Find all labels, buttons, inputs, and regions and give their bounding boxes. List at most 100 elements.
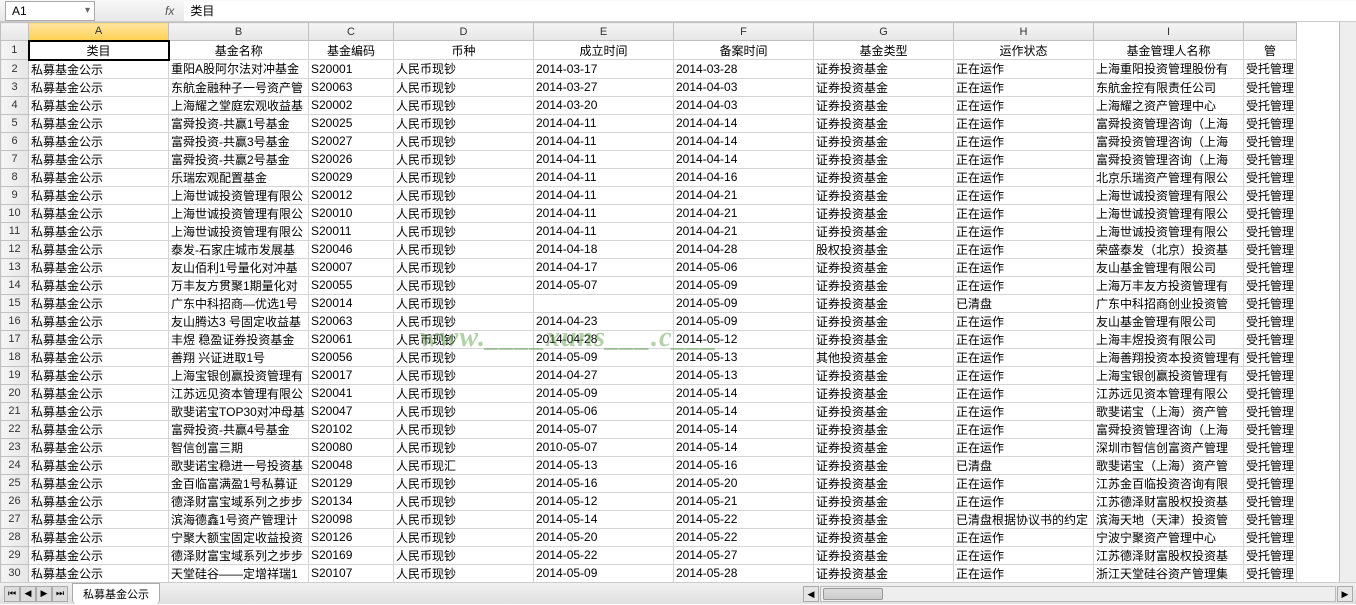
cell[interactable]: 江苏德泽财富股权投资基 — [1094, 546, 1244, 564]
cell[interactable]: S20080 — [309, 438, 394, 456]
row-header-27[interactable]: 27 — [1, 510, 29, 528]
row-header-12[interactable]: 12 — [1, 240, 29, 258]
cell[interactable]: 宁聚大额宝固定收益投资 — [169, 528, 309, 546]
cell[interactable]: 私募基金公示 — [29, 366, 169, 384]
cell[interactable]: 私募基金公示 — [29, 132, 169, 150]
cell[interactable]: 受托管理 — [1244, 366, 1297, 384]
scroll-right-icon[interactable]: ▶ — [1337, 586, 1353, 602]
cell[interactable]: 2014-04-28 — [674, 240, 814, 258]
cell[interactable]: 2014-05-06 — [534, 402, 674, 420]
cell[interactable]: 正在运作 — [954, 186, 1094, 204]
row-header-9[interactable]: 9 — [1, 186, 29, 204]
cell[interactable]: S20010 — [309, 204, 394, 222]
cell[interactable]: 歌斐诺宝（上海）资产管 — [1094, 456, 1244, 474]
cell[interactable]: 2014-05-14 — [534, 510, 674, 528]
cell[interactable]: 证券投资基金 — [814, 312, 954, 330]
cell[interactable] — [534, 294, 674, 312]
cell[interactable]: 2010-05-07 — [534, 438, 674, 456]
cell[interactable]: 正在运作 — [954, 240, 1094, 258]
cell[interactable]: 受托管理 — [1244, 312, 1297, 330]
cell[interactable]: 上海世诚投资管理有限公 — [169, 204, 309, 222]
cell[interactable]: 证券投资基金 — [814, 132, 954, 150]
cell[interactable]: 受托管理 — [1244, 294, 1297, 312]
cell[interactable]: 友山佰利1号量化对冲基 — [169, 258, 309, 276]
nav-first-icon[interactable]: ⏮ — [4, 586, 20, 602]
cell[interactable]: 受托管理 — [1244, 204, 1297, 222]
cell[interactable]: 证券投资基金 — [814, 96, 954, 114]
cell[interactable]: 人民币现钞 — [394, 348, 534, 366]
cell[interactable]: 北京乐瑞资产管理有限公 — [1094, 168, 1244, 186]
cell[interactable]: 私募基金公示 — [29, 384, 169, 402]
cell[interactable]: 2014-04-11 — [534, 204, 674, 222]
cell[interactable]: 私募基金公示 — [29, 492, 169, 510]
cell[interactable]: 2014-05-09 — [674, 294, 814, 312]
scroll-left-icon[interactable]: ◀ — [803, 586, 819, 602]
col-header-H[interactable]: H — [954, 23, 1094, 41]
cell[interactable]: 人民币现钞 — [394, 150, 534, 168]
cell[interactable]: S20027 — [309, 132, 394, 150]
row-header-15[interactable]: 15 — [1, 294, 29, 312]
cell[interactable]: S20063 — [309, 78, 394, 96]
cell[interactable]: 上海宝银创赢投资管理有 — [1094, 366, 1244, 384]
cell[interactable]: 2014-04-11 — [534, 114, 674, 132]
cell[interactable]: 证券投资基金 — [814, 276, 954, 294]
row-header-18[interactable]: 18 — [1, 348, 29, 366]
cell[interactable]: 其他投资基金 — [814, 348, 954, 366]
cell[interactable]: 正在运作 — [954, 96, 1094, 114]
cell[interactable]: 正在运作 — [954, 438, 1094, 456]
cell[interactable]: S20014 — [309, 294, 394, 312]
cell[interactable]: 私募基金公示 — [29, 420, 169, 438]
cell[interactable]: 证券投资基金 — [814, 564, 954, 582]
cell[interactable]: 上海耀之堂庭宏观收益基 — [169, 96, 309, 114]
cell[interactable]: 私募基金公示 — [29, 276, 169, 294]
cell[interactable]: 证券投资基金 — [814, 78, 954, 96]
cell[interactable]: 人民币现钞 — [394, 186, 534, 204]
cell[interactable]: S20029 — [309, 168, 394, 186]
cell[interactable]: 东航金控有限责任公司 — [1094, 78, 1244, 96]
cell[interactable]: 2014-05-13 — [534, 456, 674, 474]
row-header-7[interactable]: 7 — [1, 150, 29, 168]
cell[interactable]: 私募基金公示 — [29, 564, 169, 582]
cell[interactable]: 正在运作 — [954, 60, 1094, 79]
cell[interactable]: 2014-05-09 — [674, 276, 814, 294]
cell[interactable]: 友山基金管理有限公司 — [1094, 258, 1244, 276]
cell[interactable]: 证券投资基金 — [814, 510, 954, 528]
cell[interactable]: 证券投资基金 — [814, 186, 954, 204]
row-header-16[interactable]: 16 — [1, 312, 29, 330]
cell[interactable]: 私募基金公示 — [29, 150, 169, 168]
cell[interactable]: 2014-05-14 — [674, 420, 814, 438]
cell[interactable]: 2014-05-12 — [674, 330, 814, 348]
cell[interactable]: 天堂硅谷——定增祥瑞1 — [169, 564, 309, 582]
cell[interactable]: 2014-04-18 — [534, 240, 674, 258]
row-header-20[interactable]: 20 — [1, 384, 29, 402]
cell[interactable]: 上海世诚投资管理有限公 — [169, 186, 309, 204]
cell[interactable]: 正在运作 — [954, 348, 1094, 366]
cell[interactable]: 上海世诚投资管理有限公 — [169, 222, 309, 240]
cell[interactable]: S20025 — [309, 114, 394, 132]
cell[interactable]: 证券投资基金 — [814, 168, 954, 186]
cell[interactable]: 受托管理 — [1244, 222, 1297, 240]
name-box[interactable]: A1 — [5, 1, 95, 21]
cell[interactable]: 2014-05-14 — [674, 384, 814, 402]
cell[interactable]: 2014-05-07 — [534, 420, 674, 438]
cell[interactable]: 2014-05-07 — [534, 276, 674, 294]
header-cell[interactable]: 运作状态 — [954, 41, 1094, 60]
cell[interactable]: 2014-04-23 — [534, 312, 674, 330]
cell[interactable]: 广东中科招商—优选1号 — [169, 294, 309, 312]
cell[interactable]: 友山基金管理有限公司 — [1094, 312, 1244, 330]
cell[interactable]: 正在运作 — [954, 132, 1094, 150]
cell[interactable]: 德泽财富宝域系列之步步 — [169, 546, 309, 564]
cell[interactable]: 人民币现钞 — [394, 114, 534, 132]
cell[interactable]: 证券投资基金 — [814, 546, 954, 564]
cell[interactable]: 证券投资基金 — [814, 60, 954, 79]
cell[interactable]: 证券投资基金 — [814, 474, 954, 492]
cell[interactable]: 正在运作 — [954, 384, 1094, 402]
cell[interactable]: 证券投资基金 — [814, 438, 954, 456]
cell[interactable]: 受托管理 — [1244, 510, 1297, 528]
cell[interactable]: S20011 — [309, 222, 394, 240]
cell[interactable]: 私募基金公示 — [29, 510, 169, 528]
cell[interactable]: 人民币现钞 — [394, 276, 534, 294]
cell[interactable]: 江苏德泽财富股权投资基 — [1094, 492, 1244, 510]
cell[interactable]: S20007 — [309, 258, 394, 276]
cell[interactable]: 歌斐诺宝TOP30对冲母基 — [169, 402, 309, 420]
